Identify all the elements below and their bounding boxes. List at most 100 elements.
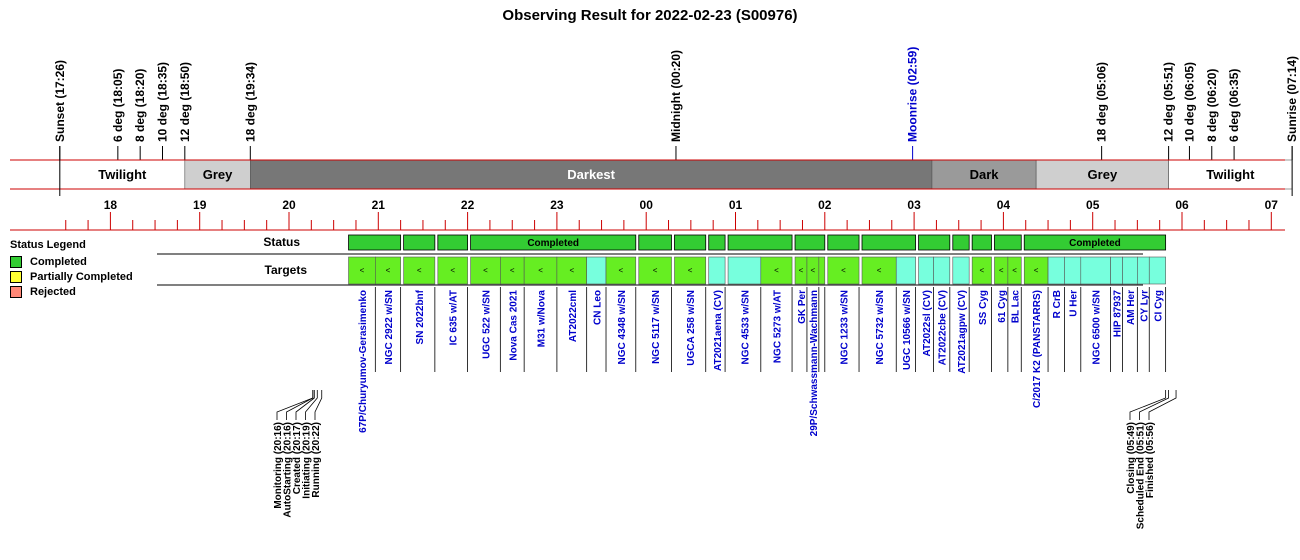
process-event-closing-05-49: Closing (05:49): [1126, 422, 1137, 494]
target-mark: <: [450, 266, 455, 275]
target-block: [375, 256, 401, 285]
target-block: [586, 256, 607, 285]
event-label-18-deg-19-34: 18 deg (19:34): [243, 62, 257, 142]
completed-swatch: [10, 255, 22, 268]
target-mark: <: [360, 266, 365, 275]
process-leader: [305, 390, 318, 420]
target-block: [708, 256, 726, 285]
target-block: [971, 256, 992, 285]
target-mark: <: [417, 266, 422, 275]
target-block: [895, 256, 916, 285]
targets-row: <67P/Churyumov-Gerasimenko < NGC 2922 w/SN…: [348, 256, 1167, 436]
legend-label: Rejected: [30, 285, 76, 298]
hour-tick-label: 06: [1175, 198, 1189, 212]
target-name-ugca-258-w-sn: UGCA 258 w/SN: [686, 290, 697, 366]
target-block: [952, 256, 970, 285]
target-name-29p-schwassmann-wachmann: 29P/Schwassmann-Wachmann: [809, 290, 820, 436]
process-leader: [1139, 390, 1170, 420]
process-leader: [314, 390, 323, 420]
hour-axis: 18 19 20 21 22 23 00 01 02 03 04 05 06 07: [10, 198, 1285, 231]
process-leader: [286, 390, 314, 420]
target-block: [470, 256, 501, 285]
target-name-ngc-5117-w-sn: NGC 5117 w/SN: [651, 290, 662, 364]
process-event-finished-05-56: Finished (05:56): [1145, 422, 1156, 498]
target-mark: <: [877, 266, 882, 275]
target-mark: <: [619, 266, 624, 275]
target-name-at2021agpw-cv: AT2021agpw (CV): [957, 290, 968, 374]
hour-tick-label: 20: [282, 198, 296, 212]
target-name-m31-w-nova: M31 w/Nova: [537, 290, 548, 348]
partially-completed-swatch: [10, 270, 22, 283]
process-leader: [276, 390, 314, 420]
status-block: [861, 234, 916, 251]
target-name-61-cyg: 61 Cyg: [997, 290, 1008, 323]
target-name-at2022sl-cv: AT2022sl (CV): [922, 290, 933, 357]
status-block: [952, 234, 970, 251]
target-name-ngc-6500-w-sn: NGC 6500 w/SN: [1092, 290, 1103, 364]
phase-label: Grey: [203, 167, 233, 182]
phase-twilight: [1168, 159, 1293, 190]
target-block: [605, 256, 637, 285]
target-mark: <: [653, 266, 658, 275]
hour-tick-label: 02: [818, 198, 832, 212]
event-label-6-deg-06-35: 6 deg (06:35): [1227, 69, 1241, 142]
hour-tick-label: 21: [372, 198, 386, 212]
status-block-label: Completed: [1069, 238, 1121, 249]
status-block: [638, 234, 672, 251]
event-label-moonrise-02-59: Moonrise (02:59): [906, 47, 920, 142]
legend-title: Status Legend: [10, 239, 86, 251]
target-block: [933, 256, 951, 285]
target-name-ugc-522-w-sn: UGC 522 w/SN: [481, 290, 492, 359]
event-label-10-deg-06-05: 10 deg (06:05): [1182, 62, 1196, 142]
target-block: [1080, 256, 1111, 285]
row-labels: Status Targets: [157, 235, 1143, 286]
target-name-ngc-5732-w-sn: NGC 5732 w/SN: [875, 290, 886, 364]
event-label-midnight-00-20: Midnight (00:20): [669, 50, 683, 142]
target-name-ugc-10566-w-sn: UGC 10566 w/SN: [902, 290, 913, 370]
hour-tick-label: 19: [193, 198, 207, 212]
event-label-sunrise-07-14: Sunrise (07:14): [1285, 56, 1299, 142]
target-block: [403, 256, 436, 285]
target-mark: <: [538, 266, 543, 275]
target-block: [437, 256, 468, 285]
hour-tick-label: 01: [729, 198, 743, 212]
target-name-hip-87937: HIP 87937: [1113, 290, 1124, 338]
legend-item-completed: Completed: [10, 254, 160, 269]
target-block: [348, 256, 376, 285]
status-row: Completed Completed: [348, 234, 1167, 251]
target-block: [1137, 256, 1150, 285]
process-leader: [295, 390, 315, 420]
target-block: [556, 256, 587, 285]
event-label-12-deg-05-51: 12 deg (05:51): [1162, 62, 1176, 142]
status-block: [727, 234, 793, 251]
phase-darkest: [250, 159, 933, 190]
status-block: [437, 234, 469, 251]
target-mark: <: [1012, 266, 1017, 275]
target-name-at2022cbe-cv: AT2022cbe (CV): [938, 290, 949, 365]
event-label-8-deg-18-20: 8 deg (18:20): [133, 69, 147, 142]
phase-grey: [1035, 159, 1169, 190]
phase-label: Twilight: [1206, 167, 1255, 182]
target-name-cy-lyr: CY Lyr: [1139, 290, 1150, 322]
darkness-phase-bar: Twilight Grey Darkest Dark Grey Twilight: [10, 146, 1293, 196]
target-block: [918, 256, 934, 285]
status-block: [918, 234, 951, 251]
status-block: [674, 234, 707, 251]
target-block: [760, 256, 793, 285]
target-block: [1110, 256, 1123, 285]
target-block: [638, 256, 672, 285]
legend-label: Partially Completed: [30, 270, 133, 283]
status-block: [348, 234, 402, 251]
process-event-scheduled-end-05-51: Scheduled End (05:51): [1136, 422, 1147, 529]
target-mark: <: [774, 266, 779, 275]
status-block: [403, 234, 436, 251]
legend-item-rejected: Rejected: [10, 284, 160, 299]
target-name-ngc-2922-w-sn: NGC 2922 w/SN: [384, 290, 395, 364]
process-event-running-20-22: Running (20:22): [311, 422, 322, 498]
target-name-cn-leo: CN Leo: [592, 290, 603, 325]
hour-tick-label: 23: [550, 198, 564, 212]
status-block: [994, 234, 1022, 251]
phase-label: Twilight: [98, 167, 147, 182]
target-name-u-her: U Her: [1069, 290, 1080, 317]
